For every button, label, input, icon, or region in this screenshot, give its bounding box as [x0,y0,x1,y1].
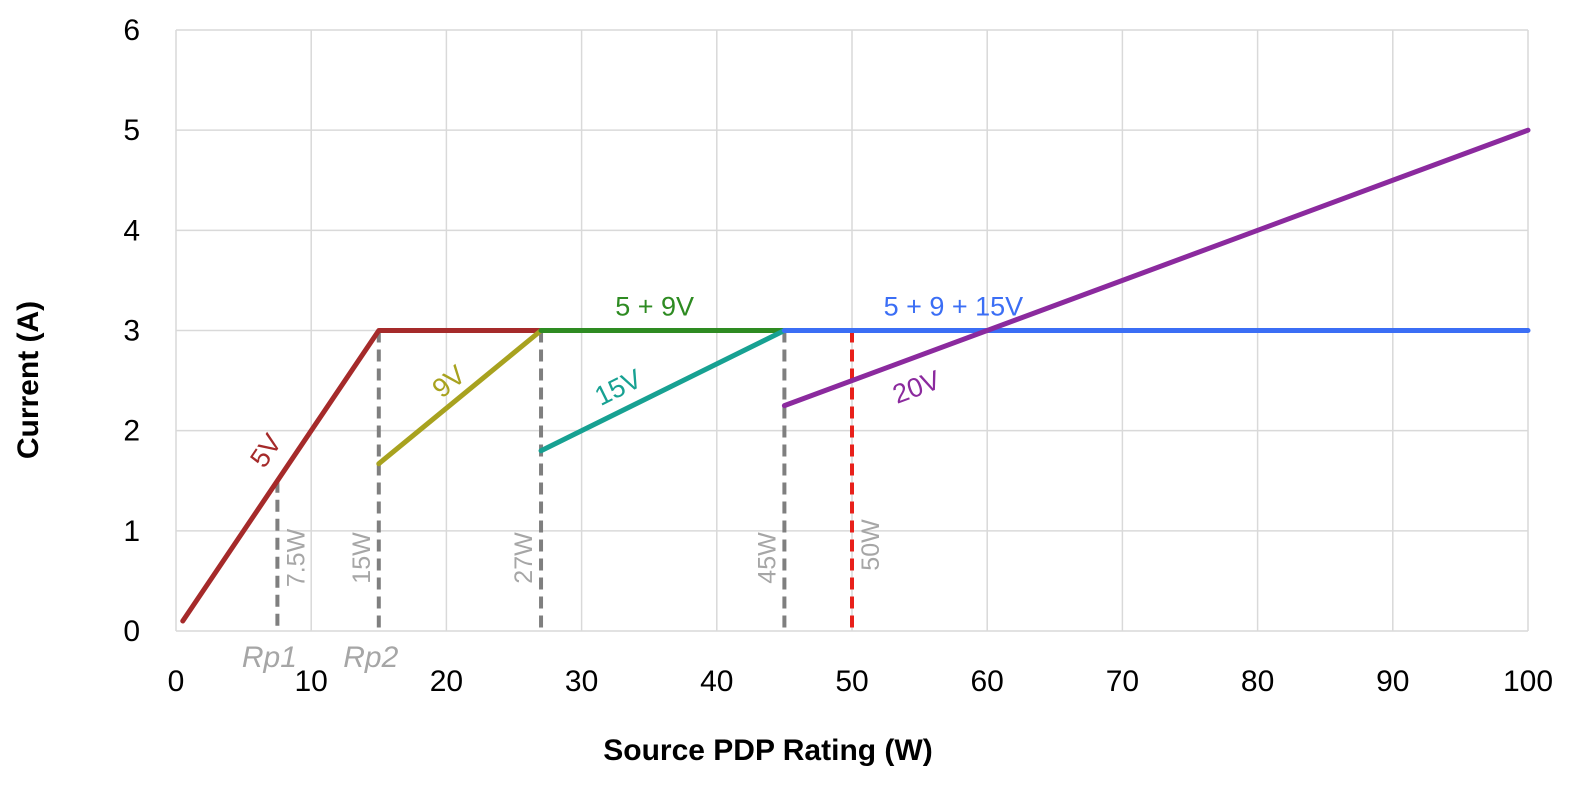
y-axis-ticks: 0 1 2 3 4 5 6 [123,14,140,648]
marker-label-45W: 45W [753,532,781,584]
series-label-9V: 9V [427,360,472,404]
x-tick-label: 50 [835,665,868,698]
x-tick-label: 20 [430,665,463,698]
marker-label-50W: 50W [857,519,885,571]
x-axis-title: Source PDP Rating (W) [603,734,932,767]
x-tick-label: 30 [565,665,598,698]
y-axis-title: Current (A) [12,301,45,459]
power-markers: 7.5W Rp1 15W Rp2 27W 45W 50W [242,330,885,674]
x-tick-label: 60 [971,665,1004,698]
marker-label-27W: 27W [510,532,538,584]
series-label-5-9V: 5 + 9V [615,291,694,321]
x-tick-label: 40 [700,665,733,698]
y-tick-label: 2 [123,415,140,448]
y-tick-label: 5 [123,114,140,147]
y-tick-label: 6 [123,14,140,47]
y-tick-label: 3 [123,315,140,348]
x-tick-label: 70 [1106,665,1139,698]
marker-label-15W: 15W [348,532,376,584]
y-tick-label: 1 [123,515,140,548]
x-tick-label: 0 [168,665,185,698]
x-tick-label: 80 [1241,665,1274,698]
x-axis-ticks: 0 10 20 30 40 50 60 70 80 90 100 [168,665,1553,698]
x-tick-label: 100 [1503,665,1553,698]
x-tick-label: 90 [1376,665,1409,698]
y-tick-label: 0 [123,615,140,648]
series-label-5V: 5V [244,429,287,473]
y-tick-label: 4 [123,214,140,247]
series-line-5V [180,328,544,624]
series-line-20V [781,127,1531,409]
series-line-9V [376,328,544,467]
series-lines [180,127,1531,624]
marker-sublabel-Rp2: Rp2 [343,641,398,674]
series-label-20V: 20V [889,365,944,410]
series-label-5-9-15V: 5 + 9 + 15V [884,291,1024,321]
marker-sublabel-Rp1: Rp1 [242,641,297,674]
x-tick-label: 10 [295,665,328,698]
series-line-15V [538,328,787,454]
marker-label-7.5W: 7.5W [282,528,310,587]
